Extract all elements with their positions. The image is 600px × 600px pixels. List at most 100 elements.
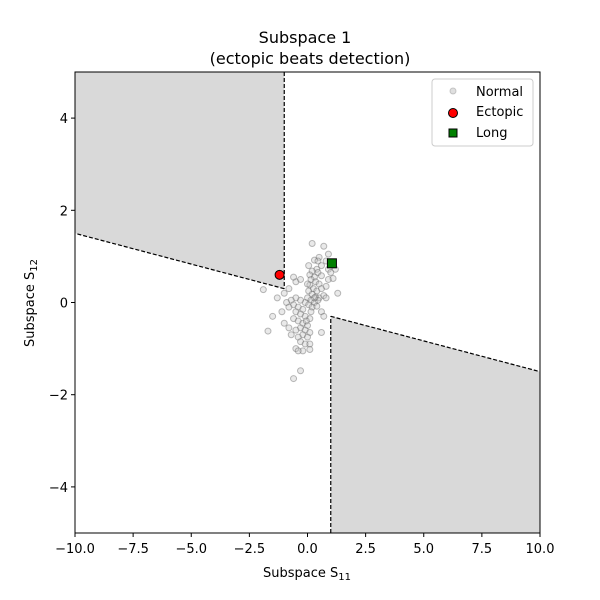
normal-point — [290, 315, 298, 323]
legend-long-marker-icon — [448, 128, 458, 138]
normal-point — [304, 322, 311, 330]
normal-point — [313, 287, 321, 295]
normal-point — [299, 347, 307, 355]
x-tick-label: −2.5 — [234, 542, 266, 557]
normal-point — [297, 310, 305, 318]
y-tick-label: −2 — [49, 389, 68, 404]
x-axis-label: Subspace S11 — [263, 566, 351, 583]
normal-point — [307, 308, 315, 316]
legend-ectopic-marker-icon — [448, 108, 458, 118]
normal-point — [306, 281, 314, 289]
chart-subtitle: (ectopic beats detection) — [210, 49, 411, 68]
normal-point — [314, 269, 322, 277]
x-tick-label: −7.5 — [117, 542, 149, 557]
region-lower-right — [330, 316, 540, 533]
normal-point — [285, 303, 293, 311]
normal-point — [306, 271, 314, 279]
normal-point — [313, 302, 321, 310]
normal-point — [314, 257, 322, 265]
normal-point — [290, 375, 298, 383]
normal-point — [287, 331, 295, 339]
normal-point — [292, 294, 300, 302]
y-tick-label: −4 — [49, 481, 68, 496]
normal-point — [301, 312, 309, 320]
normal-point — [294, 333, 302, 341]
normal-point — [320, 292, 328, 300]
y-tick-label: 2 — [60, 204, 68, 219]
normal-point — [290, 273, 298, 281]
normal-point — [308, 267, 316, 275]
normal-point — [310, 273, 318, 281]
legend-long-label: Long — [476, 126, 507, 141]
normal-point — [309, 285, 317, 293]
normal-point — [292, 308, 300, 316]
x-tick-label: 7.5 — [472, 542, 493, 557]
normal-point — [327, 269, 335, 277]
normal-point — [320, 242, 328, 250]
x-axis-ticks: −10.0 −7.5 −5.0 −2.5 0.0 2.5 5.0 7.5 10.0 — [55, 533, 554, 557]
normal-point — [304, 280, 311, 288]
normal-point — [264, 327, 272, 335]
legend: Normal Ectopic Long — [431, 78, 534, 147]
normal-point — [317, 328, 325, 336]
normal-point — [297, 338, 305, 346]
normal-point — [285, 324, 293, 332]
data-points — [259, 239, 342, 383]
normal-point — [280, 319, 288, 327]
normal-point — [310, 299, 318, 306]
normal-point — [305, 287, 313, 295]
normal-point — [294, 347, 302, 355]
decision-regions — [75, 72, 540, 533]
normal-point — [315, 280, 323, 288]
normal-point — [317, 272, 325, 280]
normal-point — [301, 326, 309, 334]
normal-point — [294, 317, 302, 325]
y-axis-ticks: −4 −2 0 2 4 — [49, 112, 75, 496]
normal-point — [314, 296, 322, 304]
normal-point — [305, 262, 313, 270]
legend-normal-marker-icon — [449, 87, 457, 95]
normal-point — [317, 262, 325, 270]
normal-point — [329, 275, 337, 283]
normal-point — [299, 305, 307, 313]
normal-point — [310, 294, 318, 302]
decision-boundaries — [74, 72, 541, 533]
normal-point — [312, 278, 320, 286]
normal-point — [313, 265, 321, 273]
y-tick-label: 0 — [60, 297, 68, 312]
boundary-line — [74, 232, 285, 290]
normal-point — [292, 326, 300, 334]
normal-point — [308, 303, 316, 311]
normal-point — [315, 253, 323, 261]
x-tick-label: −5.0 — [175, 542, 207, 557]
normal-point — [306, 346, 314, 354]
normal-point — [283, 299, 291, 306]
boundary-line — [330, 315, 541, 373]
normal-point — [297, 275, 305, 283]
normal-point — [302, 317, 310, 325]
normal-point — [297, 367, 305, 375]
normal-point — [287, 296, 295, 304]
normal-point — [273, 294, 281, 302]
normal-point — [322, 282, 330, 290]
normal-point — [292, 345, 300, 353]
normal-point — [334, 289, 342, 297]
normal-point — [317, 285, 325, 293]
normal-point — [308, 239, 316, 247]
normal-point — [297, 296, 305, 304]
normal-point — [297, 324, 305, 332]
normal-point — [306, 328, 314, 336]
x-tick-label: 2.5 — [355, 542, 376, 557]
normal-point — [301, 340, 309, 348]
normal-point — [299, 331, 307, 339]
normal-point — [315, 294, 323, 302]
y-tick-label: 4 — [60, 112, 68, 127]
ectopic-point — [274, 269, 285, 280]
normal-point — [304, 294, 311, 302]
normal-point — [280, 289, 288, 297]
normal-point — [259, 286, 267, 294]
normal-point — [324, 275, 332, 283]
normal-point — [324, 250, 332, 258]
x-tick-label: −10.0 — [55, 542, 95, 557]
